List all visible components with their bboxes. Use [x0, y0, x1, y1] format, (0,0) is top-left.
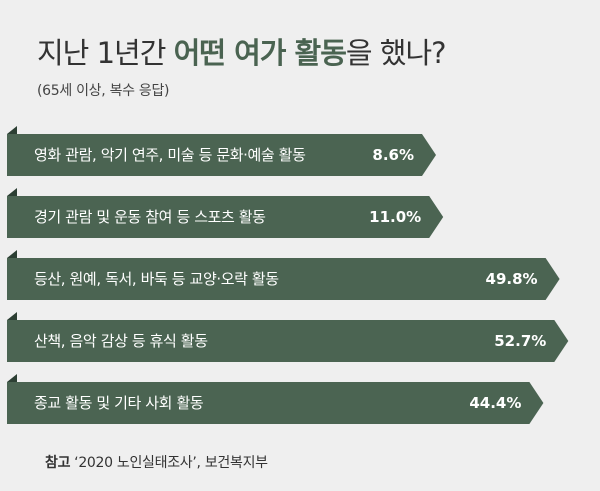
bar-category-label: 영화 관람, 악기 연주, 미술 등 문화·예술 활동: [34, 146, 306, 164]
source-note: 참고 ‘2020 노인실태조사’, 보건복지부: [45, 452, 268, 472]
bar: [7, 196, 444, 238]
bar: [7, 382, 544, 424]
source-text: ‘2020 노인실태조사’, 보건복지부: [74, 455, 268, 471]
title-emphasis: 어떤 여가 활동: [173, 36, 347, 70]
bar-fold: [7, 374, 17, 382]
bar-fold: [7, 250, 17, 258]
bar-value-label: 11.0%: [369, 208, 421, 226]
bar-fold: [7, 188, 17, 196]
bar: [7, 320, 569, 362]
title-part-2: 을 했나?: [345, 36, 447, 70]
bar: [7, 134, 436, 176]
bar: [7, 258, 560, 300]
chart-subtitle: (65세 이상, 복수 응답): [37, 83, 170, 99]
bar-category-label: 종교 활동 및 기타 사회 활동: [34, 394, 204, 412]
source-key: 참고: [45, 455, 71, 471]
bar-value-label: 52.7%: [494, 332, 546, 350]
bar-category-label: 등산, 원예, 독서, 바둑 등 교양·오락 활동: [34, 270, 279, 288]
chart-title: 지난 1년간 어떤 여가 활동을 했나?: [37, 30, 447, 72]
bar-value-label: 44.4%: [469, 394, 521, 412]
bar-category-label: 산책, 음악 감상 등 휴식 활동: [34, 332, 208, 350]
bar-value-label: 49.8%: [486, 270, 538, 288]
bar-fold: [7, 312, 17, 320]
title-part-1: 지난 1년간: [37, 36, 166, 70]
bar-category-label: 경기 관람 및 운동 참여 등 스포츠 활동: [34, 208, 266, 226]
bar-value-label: 8.6%: [372, 146, 414, 164]
bar-fold: [7, 126, 17, 134]
